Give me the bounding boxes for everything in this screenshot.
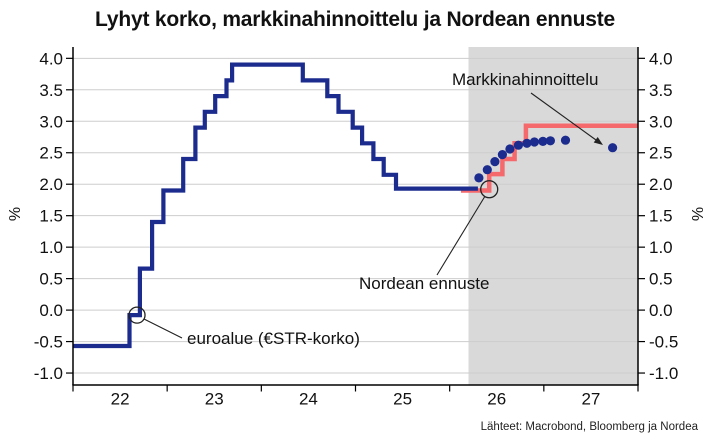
y-tick-label-left: 1.0: [39, 238, 63, 257]
annotation-nordea-label: Nordean ennuste: [359, 274, 490, 293]
y-tick-label-right: 4.0: [649, 49, 673, 68]
y-axis-unit-right: %: [688, 206, 705, 222]
annotation-leader-markkina: [530, 92, 597, 141]
market-pricing-dot: [490, 157, 500, 167]
market-pricing-dot: [505, 144, 515, 154]
axes: [66, 47, 645, 392]
y-tick-label-right: 3.5: [649, 81, 673, 100]
y-tick-label-left: -1.0: [34, 364, 63, 383]
y-tick-label-left: 3.0: [39, 112, 63, 131]
annotation-circle-nordea: [480, 180, 499, 199]
market-pricing-dot: [529, 137, 540, 147]
y-tick-label-left: 3.5: [39, 81, 63, 100]
y-tick-label-right: 0.5: [649, 270, 673, 289]
annotation-markers: [128, 92, 603, 339]
x-tick-label: 23: [205, 390, 224, 409]
market-pricing-dot: [522, 138, 532, 148]
market-pricing-dot: [497, 150, 507, 160]
x-tick-label: 24: [299, 390, 318, 409]
y-tick-label-left: 0.5: [39, 270, 63, 289]
market-pricing-dot: [513, 140, 524, 150]
y-tick-label-right: 2.0: [649, 175, 673, 194]
source-note: Lähteet: Macrobond, Bloomberg ja Nordea: [480, 421, 698, 433]
market-pricing-dot: [545, 136, 556, 146]
y-tick-label-left: 1.5: [39, 207, 63, 226]
chart-title: Lyhyt korko, markkinahinnoittelu ja Nord…: [95, 8, 615, 31]
tick-labels: 4.0 4.0 3.5 3.5 3.0 3.0 2.5 2.5 2.0 2.0 1.5 1.5 1.0 1…: [34, 49, 679, 408]
y-tick-label-left: 4.0: [39, 49, 63, 68]
y-tick-label-right: 3.0: [649, 112, 673, 131]
step-line-euroalue: [73, 62, 478, 349]
annotation-euroalue-label: euroalue (€STR-korko): [187, 329, 360, 348]
annotation-circle-euroalue: [128, 306, 146, 324]
y-tick-label-right: -0.5: [649, 333, 678, 352]
x-tick-label: 25: [393, 390, 412, 409]
y-tick-label-right: 2.5: [649, 144, 673, 163]
annotation-arrowhead-markkina: [593, 136, 603, 145]
step-line-nordea-forecast: [461, 123, 638, 193]
y-tick-label-right: 1.0: [649, 238, 673, 257]
y-tick-label-right: -1.0: [649, 364, 678, 383]
y-tick-label-left: 2.5: [39, 144, 63, 163]
market-pricing-dot: [474, 173, 484, 183]
y-tick-label-left: 2.0: [39, 175, 63, 194]
y-tick-label-left: -0.5: [34, 333, 63, 352]
market-pricing-dot: [560, 135, 571, 145]
series: [73, 62, 638, 349]
y-axis-unit-left: %: [7, 206, 24, 222]
annotation-leader-nordea: [436, 196, 486, 276]
x-tick-label: 22: [111, 390, 130, 409]
annotation-markkina-label: Markkinahinnoittelu: [452, 70, 599, 89]
x-tick-label: 27: [581, 390, 600, 409]
gridlines: [73, 57, 638, 374]
y-tick-label-left: 0.0: [39, 301, 63, 320]
market-pricing-dot: [608, 143, 618, 153]
market-pricing-dot: [538, 136, 548, 146]
y-tick-label-right: 1.5: [649, 207, 673, 226]
market-pricing-dot: [482, 165, 492, 175]
annotation-leader-euroalue: [143, 318, 183, 339]
x-tick-label: 26: [487, 390, 506, 409]
y-tick-label-right: 0.0: [649, 301, 673, 320]
